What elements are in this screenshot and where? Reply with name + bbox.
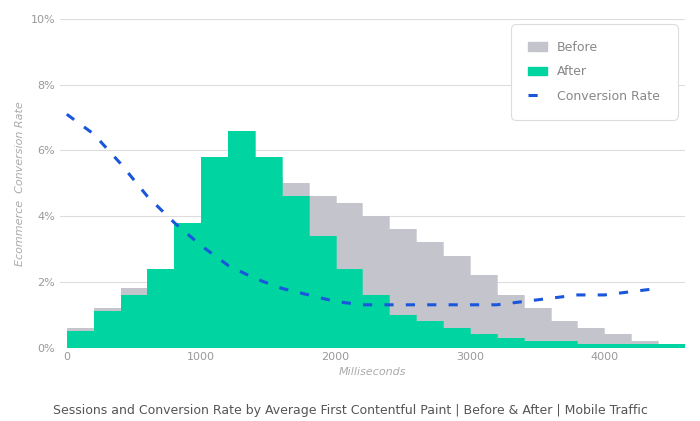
Y-axis label: Ecommerce  Conversion Rate: Ecommerce Conversion Rate [15, 101, 25, 266]
X-axis label: Milliseconds: Milliseconds [339, 367, 406, 376]
Legend: Before, After, Conversion Rate: Before, After, Conversion Rate [516, 29, 673, 115]
Text: Sessions and Conversion Rate by Average First Contentful Paint | Before & After : Sessions and Conversion Rate by Average … [52, 404, 648, 417]
